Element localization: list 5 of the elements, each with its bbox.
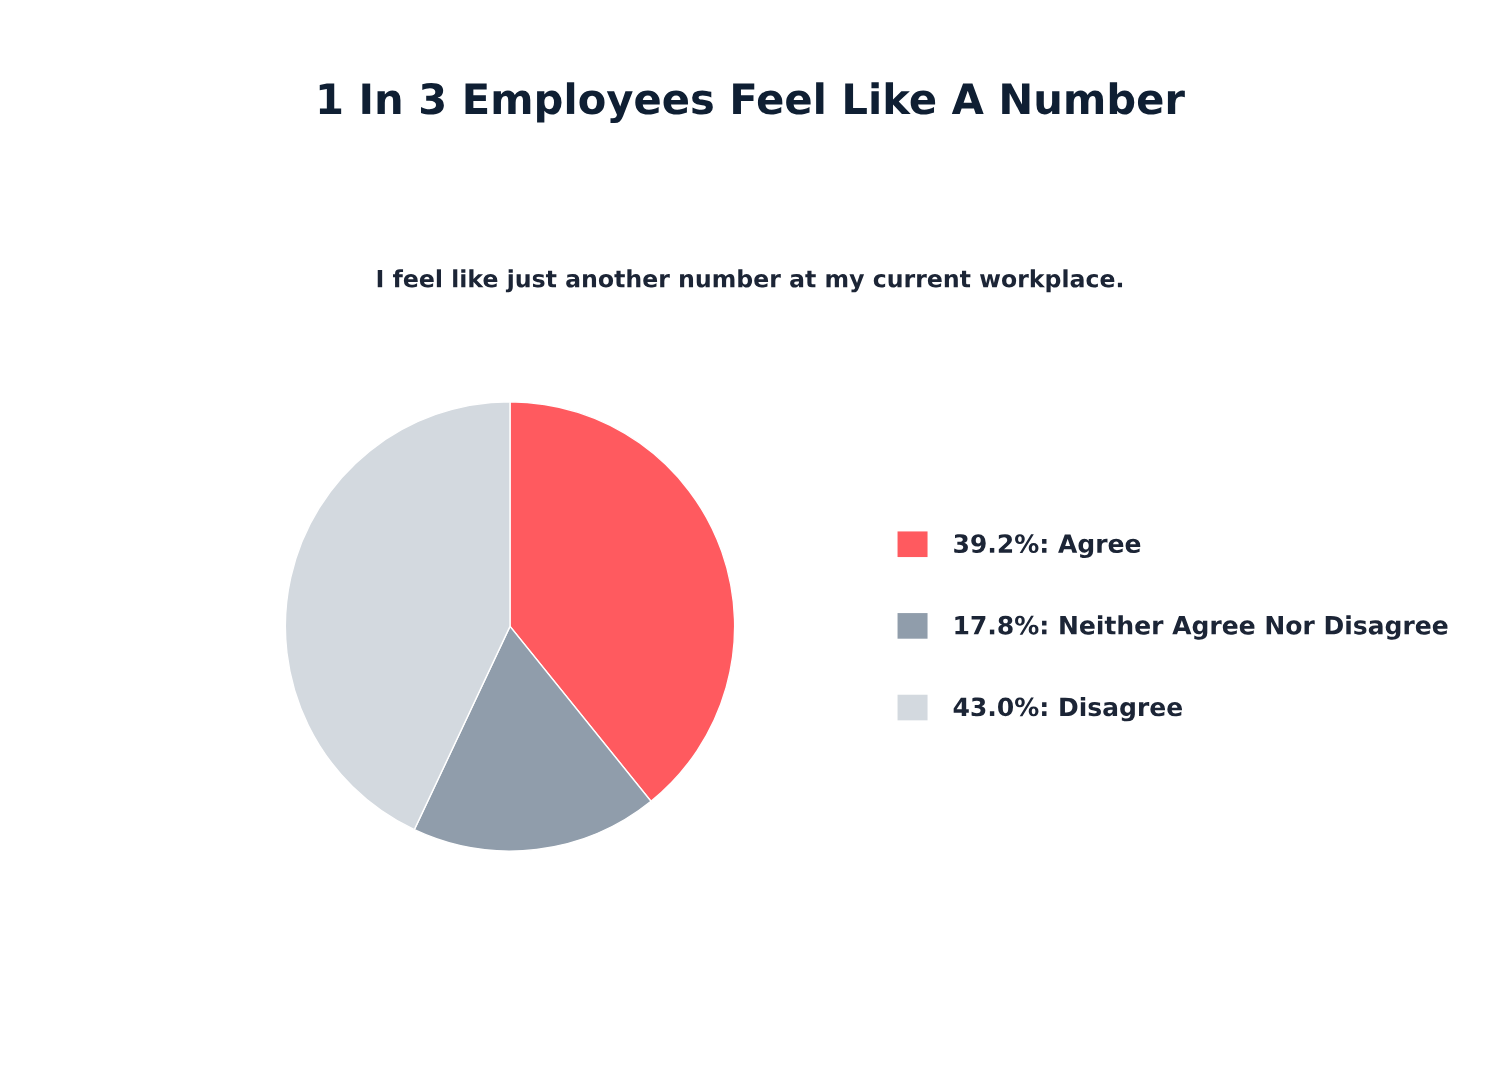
legend-label: 43.0%: Disagree: [953, 696, 1182, 722]
chart-title: 1 In 3 Employees Feel Like A Number: [319, 82, 1185, 123]
chart-subtitle: I feel like just another number at my current workplace.: [377, 269, 1123, 293]
legend-label: 17.8%: Neither Agree Nor Disagree: [955, 615, 1448, 640]
legend-label: 39.2%: Agree: [954, 534, 1141, 559]
